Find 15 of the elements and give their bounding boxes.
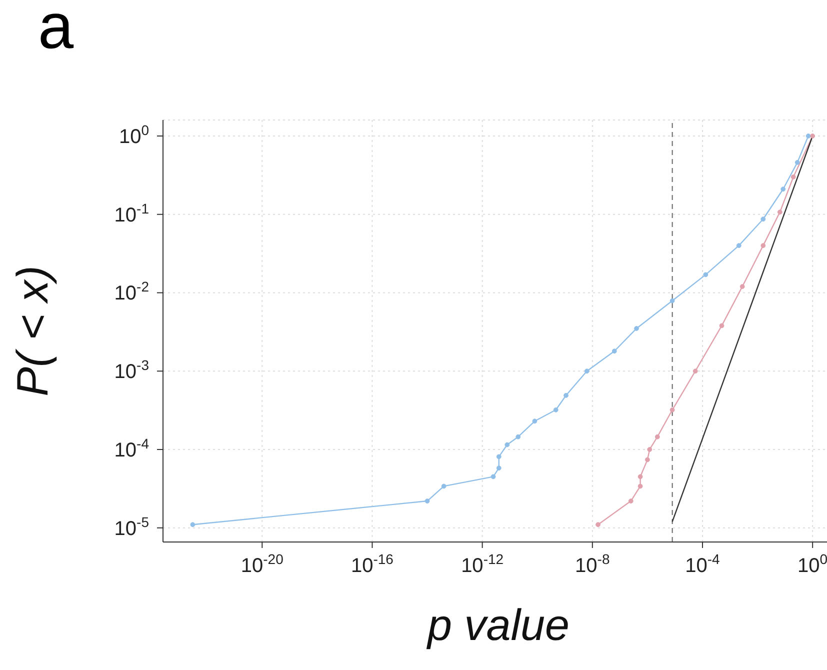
y-tick-label: 10$^{-3}$ xyxy=(114,357,150,384)
x-tick-label: 10$^{-12}$ xyxy=(461,551,504,577)
y-tick-label: 10$^{-4}$ xyxy=(114,435,150,462)
x-axis-title: p value xyxy=(426,601,570,650)
x-tick-label: 10$^{0}$ xyxy=(798,551,827,577)
x-tick-label: 10$^{-16}$ xyxy=(350,551,394,577)
y-axis-title: P( < x) xyxy=(8,266,58,396)
x-tick-label: 10$^{-8}$ xyxy=(575,551,610,577)
y-tick-label: 10$^{-5}$ xyxy=(114,514,150,540)
y-tick-label: 10$^{-2}$ xyxy=(114,278,150,305)
y-tick-label: 10$^{-1}$ xyxy=(114,200,150,226)
text: a xyxy=(38,0,74,62)
y-tick-label: 10$^{0}$ xyxy=(118,122,150,148)
x-tick-label: 10$^{-20}$ xyxy=(240,551,284,577)
x-tick-label: 10$^{-4}$ xyxy=(685,551,720,577)
